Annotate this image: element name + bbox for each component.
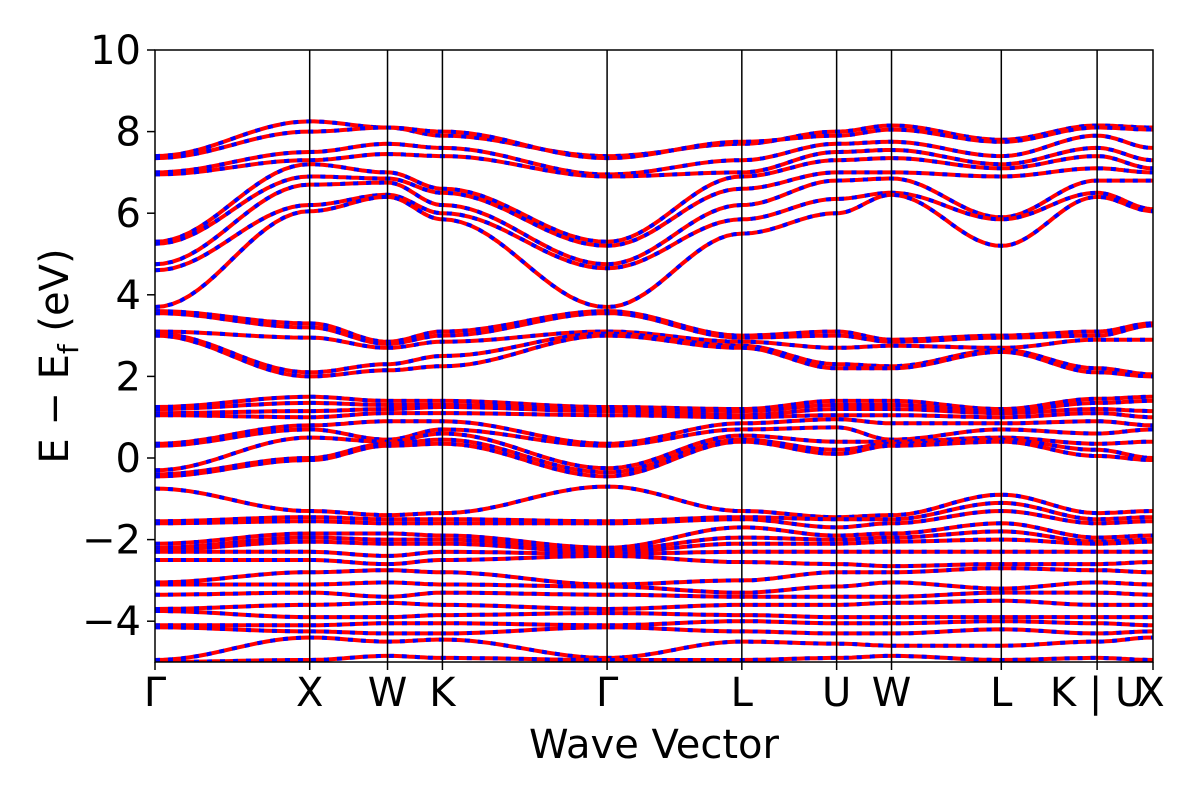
band-line-spin-down <box>155 125 1153 161</box>
band-line-spin-down <box>155 331 1153 377</box>
high-symmetry-lines <box>308 50 1098 662</box>
y-tick-label: −2 <box>82 518 141 564</box>
y-tick-label: 0 <box>116 436 141 482</box>
y-tick-label: 4 <box>116 273 141 319</box>
y-axis-label-unit-text: (eV) <box>32 248 78 331</box>
y-tick-label: 8 <box>116 110 141 156</box>
band-line-spin-down <box>155 425 1153 448</box>
y-tick-label: 6 <box>116 191 141 237</box>
x-tick-label: Γ <box>144 670 167 716</box>
x-tick-label: U <box>822 670 851 716</box>
x-tick-label: X <box>296 670 323 716</box>
x-tick-label: X <box>1137 670 1164 716</box>
x-tick-label: W <box>368 670 408 716</box>
y-tick-label: 2 <box>116 354 141 400</box>
band-line-spin-down <box>155 484 1153 520</box>
y-axis-label-subscript: f <box>52 343 85 354</box>
x-tick-label: K | U <box>1050 670 1144 716</box>
band-line-spin-down <box>155 166 1153 248</box>
y-axis: −4 −2 0 2 4 6 8 10 <box>82 28 155 645</box>
band-line-spin-down <box>155 309 1153 344</box>
y-tick-label: −4 <box>82 599 141 645</box>
x-tick-label: L <box>990 670 1013 716</box>
plot-frame <box>154 49 1154 663</box>
band-line-spin-down <box>155 311 1153 346</box>
band-line-spin-down <box>155 133 1153 177</box>
band-line-spin-down <box>155 417 1153 446</box>
y-tick-label: 10 <box>90 28 141 74</box>
y-axis-label-main: E − E <box>32 354 78 464</box>
y-axis-label-unit <box>32 332 78 345</box>
x-axis-label: Wave Vector <box>529 722 780 768</box>
x-tick-label: W <box>872 670 912 716</box>
x-tick-label: Γ <box>596 670 619 716</box>
x-tick-label: L <box>731 670 754 716</box>
x-tick-label: K <box>429 670 457 716</box>
y-axis-label: E − Ef (eV) <box>32 248 85 463</box>
band-line-spin-down <box>155 635 1153 662</box>
